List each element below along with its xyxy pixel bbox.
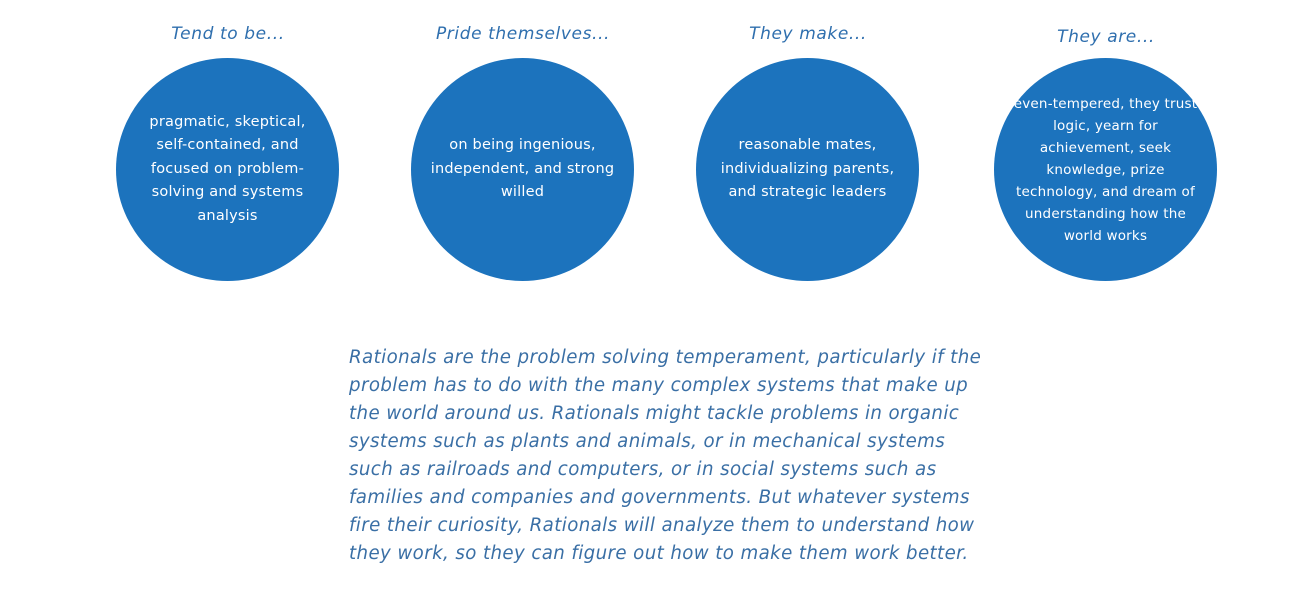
rationals-description: Rationals are the problem solving temper… [349, 347, 982, 564]
trait-heading: Pride themselves... [435, 24, 611, 44]
trait-heading: They make... [749, 24, 867, 44]
trait-circle: reasonable mates, individualizing parent… [696, 58, 919, 281]
trait-heading: Tend to be... [171, 24, 285, 44]
trait-circle-text: on being ingenious, independent, and str… [430, 137, 615, 201]
trait-circle-text: even-tempered, they trust logic, yearn f… [1013, 95, 1198, 244]
trait-circle: on being ingenious, independent, and str… [411, 58, 634, 281]
trait-circle: pragmatic, skeptical, self-contained, an… [116, 58, 339, 281]
trait-circle-text: reasonable mates, individualizing parent… [720, 137, 895, 201]
trait-circle: even-tempered, they trust logic, yearn f… [994, 58, 1217, 281]
trait-heading: They are... [1057, 27, 1155, 47]
trait-circle-text: pragmatic, skeptical, self-contained, an… [149, 113, 306, 224]
